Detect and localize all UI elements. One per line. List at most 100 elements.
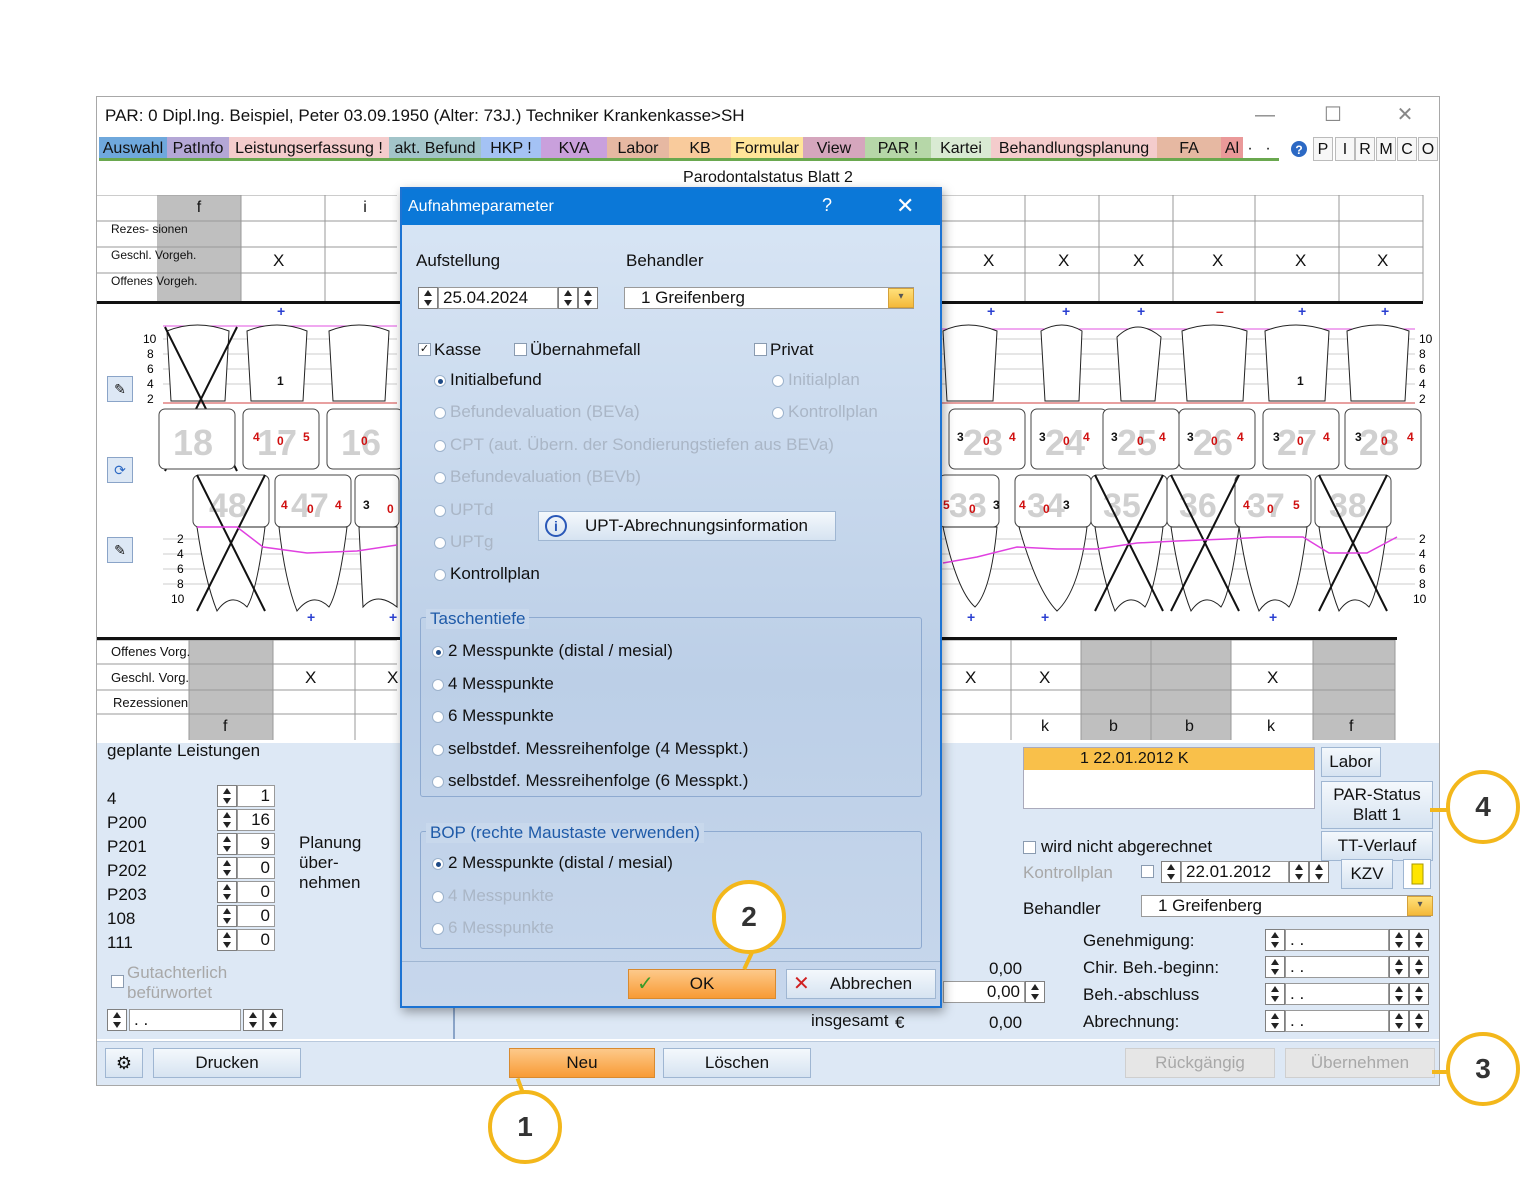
option-radio[interactable] <box>434 375 446 387</box>
edit-pencil-icon[interactable]: ✎ <box>107 376 133 402</box>
tab-scroll-right[interactable]: · <box>1257 137 1279 161</box>
leistung-value[interactable]: 1 <box>237 785 275 807</box>
date-spinner[interactable] <box>1265 956 1285 978</box>
kontrollplan-checkbox[interactable] <box>1141 865 1154 878</box>
tab-leistungserfassung[interactable]: Leistungserfassung ! <box>229 137 389 161</box>
date-spinner[interactable] <box>1161 861 1181 883</box>
privat-checkbox[interactable] <box>754 343 767 356</box>
leistung-spinner[interactable] <box>217 809 237 831</box>
date-spinner[interactable] <box>1409 983 1429 1005</box>
o-button[interactable]: O <box>1418 137 1438 161</box>
date-field[interactable]: . . <box>1285 956 1389 978</box>
leistung-spinner[interactable] <box>217 905 237 927</box>
tab-scroll-left[interactable]: · <box>1243 137 1257 161</box>
date-spinner[interactable] <box>263 1009 283 1031</box>
loeschen-button[interactable]: Löschen <box>663 1048 811 1078</box>
tab-view[interactable]: View <box>803 137 865 161</box>
minimize-button[interactable]: — <box>1255 104 1275 126</box>
kontrollplan-privat-radio[interactable] <box>772 407 784 419</box>
option-radio[interactable] <box>432 858 444 870</box>
planung-label[interactable]: Planung über- nehmen <box>299 833 362 892</box>
wird-nicht-abgerechnet-checkbox[interactable] <box>1023 841 1036 854</box>
aufstellung-date-field[interactable]: 25.04.2024 <box>438 287 558 309</box>
date-spinner[interactable] <box>1389 1010 1409 1032</box>
option-radio[interactable] <box>434 537 446 549</box>
tab-kartei[interactable]: Kartei <box>931 137 991 161</box>
date-spinner[interactable] <box>1409 929 1429 951</box>
option-radio[interactable] <box>432 890 444 903</box>
dialog-behandler-select[interactable]: 1 Greifenberg <box>624 287 914 309</box>
tab-kva[interactable]: KVA <box>541 137 607 161</box>
date-field[interactable]: . . <box>1285 1010 1389 1032</box>
tab-al[interactable]: Al <box>1221 137 1243 161</box>
date-spinner[interactable] <box>1409 1010 1429 1032</box>
upt-abrechnungsinformation-button[interactable]: i UPT-Abrechnungsinformation <box>538 511 836 541</box>
labor-button[interactable]: Labor <box>1321 747 1381 777</box>
initialplan-radio[interactable] <box>772 375 784 387</box>
leistung-value[interactable]: 0 <box>237 929 275 951</box>
amount-spinner[interactable] <box>1025 981 1045 1003</box>
date-spinner[interactable] <box>1389 929 1409 951</box>
dropdown-icon[interactable]: ▾ <box>888 288 914 308</box>
maximize-button[interactable]: ☐ <box>1324 104 1342 126</box>
date-spinner[interactable] <box>1389 956 1409 978</box>
close-button[interactable]: ✕ <box>1396 104 1414 126</box>
dialog-help-button[interactable]: ? <box>822 195 833 215</box>
tab-labor[interactable]: Labor <box>607 137 669 161</box>
tab-auswahl[interactable]: Auswahl <box>99 137 167 161</box>
dialog-close-button[interactable]: ✕ <box>896 193 915 218</box>
abbrechen-button[interactable]: ✕ Abbrechen <box>786 969 936 999</box>
leistung-value[interactable]: 0 <box>237 905 275 927</box>
date-spinner[interactable] <box>558 287 578 309</box>
gutachterlich-checkbox[interactable] <box>111 975 124 988</box>
kontrollplan-date-field[interactable]: 22.01.2012 <box>1181 861 1289 883</box>
leistung-value[interactable]: 16 <box>237 809 275 831</box>
option-radio[interactable] <box>432 743 444 756</box>
leistung-spinner[interactable] <box>217 857 237 879</box>
date-field[interactable]: . . <box>1285 929 1389 951</box>
leistung-spinner[interactable] <box>217 785 237 807</box>
option-radio[interactable] <box>432 678 444 691</box>
m-button[interactable]: M <box>1376 137 1396 161</box>
leistung-spinner[interactable] <box>217 833 237 855</box>
date-spinner[interactable] <box>1265 929 1285 951</box>
help-icon[interactable]: ? <box>1289 137 1309 161</box>
leistung-spinner[interactable] <box>217 881 237 903</box>
leistung-value[interactable]: 9 <box>237 833 275 855</box>
option-radio[interactable] <box>434 439 446 452</box>
tab-par[interactable]: PAR ! <box>865 137 931 161</box>
option-radio[interactable] <box>434 407 446 420</box>
date-spinner[interactable] <box>1389 983 1409 1005</box>
option-radio[interactable] <box>434 504 446 517</box>
behandler-select[interactable]: 1 Greifenberg <box>1141 895 1431 917</box>
uebernehmen-button[interactable]: Übernehmen <box>1285 1048 1435 1078</box>
tab-fa[interactable]: FA <box>1157 137 1221 161</box>
date-spinner[interactable] <box>1309 861 1329 883</box>
date-spinner[interactable] <box>1265 983 1285 1005</box>
status-entry[interactable]: 1 22.01.2012 K <box>1024 748 1314 770</box>
ok-button[interactable]: ✓ OK <box>628 969 776 999</box>
par-status-button[interactable]: PAR-Status Blatt 1 <box>1321 781 1433 829</box>
date-spinner[interactable] <box>1409 956 1429 978</box>
option-radio[interactable] <box>434 569 446 582</box>
leistung-value[interactable]: 0 <box>237 857 275 879</box>
refresh-icon[interactable]: ⟳ <box>107 457 133 483</box>
tab-patinfo[interactable]: PatInfo <box>167 137 229 161</box>
p-button[interactable]: P <box>1313 137 1333 161</box>
kzv-button[interactable]: KZV <box>1341 859 1393 889</box>
c-button[interactable]: C <box>1397 137 1417 161</box>
kasse-checkbox[interactable]: ✓ <box>418 343 431 356</box>
tab-formular[interactable]: Formular <box>731 137 803 161</box>
dropdown-icon[interactable]: ▾ <box>1407 896 1433 916</box>
edit-pencil-icon[interactable]: ✎ <box>107 537 133 563</box>
clipboard-icon[interactable] <box>1403 859 1431 889</box>
leistung-spinner[interactable] <box>217 929 237 951</box>
leistung-value[interactable]: 0 <box>237 881 275 903</box>
neu-button[interactable]: Neu <box>509 1048 655 1078</box>
date-spinner[interactable] <box>418 287 438 309</box>
drucken-button[interactable]: Drucken <box>153 1048 301 1078</box>
option-radio[interactable] <box>432 923 444 935</box>
tab-kb[interactable]: KB <box>669 137 731 161</box>
date-spinner[interactable] <box>107 1009 127 1031</box>
r-button[interactable]: R <box>1355 137 1375 161</box>
